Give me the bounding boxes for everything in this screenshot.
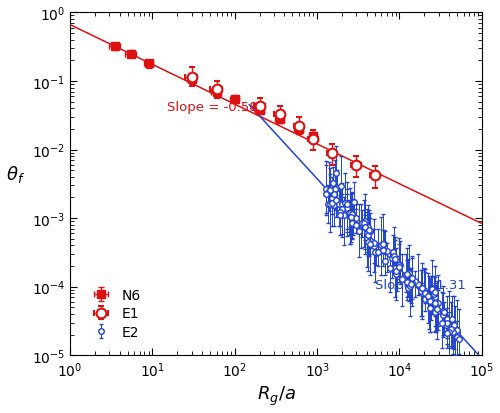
Text: Slope = -0.58: Slope = -0.58 bbox=[167, 100, 258, 114]
Legend: N6, E1, E2: N6, E1, E2 bbox=[81, 283, 146, 344]
Text: Slope = -1.31: Slope = -1.31 bbox=[374, 278, 466, 292]
X-axis label: $R_g/a$: $R_g/a$ bbox=[256, 385, 296, 408]
Y-axis label: $\theta_f$: $\theta_f$ bbox=[6, 164, 25, 184]
